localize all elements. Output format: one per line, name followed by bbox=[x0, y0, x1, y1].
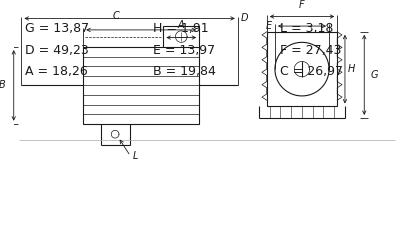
Bar bbox=[83, 47, 199, 124]
Text: B = 19,84: B = 19,84 bbox=[153, 65, 216, 78]
Text: A = 18,26: A = 18,26 bbox=[25, 65, 88, 78]
Text: E = 13,97: E = 13,97 bbox=[153, 44, 215, 57]
Text: D = 49,23: D = 49,23 bbox=[25, 44, 89, 57]
Text: L = 3,18: L = 3,18 bbox=[280, 22, 334, 35]
Text: C: C bbox=[112, 11, 119, 21]
Bar bbox=[267, 32, 337, 106]
Text: G = 13,87: G = 13,87 bbox=[25, 22, 90, 35]
Text: H = 1,91: H = 1,91 bbox=[153, 22, 208, 35]
Text: H: H bbox=[348, 64, 355, 74]
Text: C = 26,97: C = 26,97 bbox=[280, 65, 343, 78]
Text: G: G bbox=[370, 70, 378, 80]
Text: F: F bbox=[299, 0, 305, 10]
Text: L: L bbox=[132, 151, 138, 161]
Text: D: D bbox=[241, 13, 248, 23]
Text: B: B bbox=[0, 80, 5, 90]
Text: E: E bbox=[266, 21, 272, 31]
Text: A: A bbox=[178, 20, 184, 30]
Text: F = 27,43: F = 27,43 bbox=[280, 44, 342, 57]
